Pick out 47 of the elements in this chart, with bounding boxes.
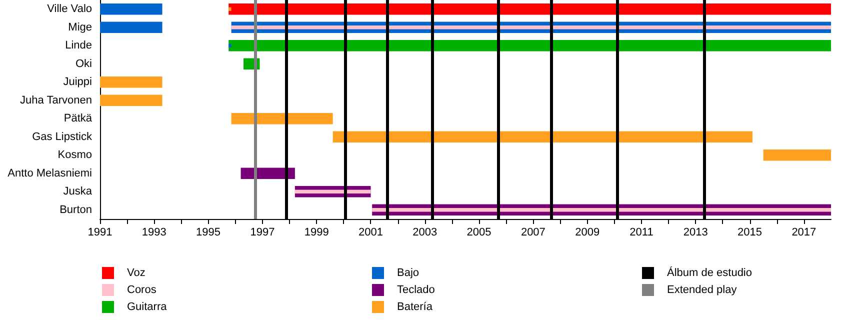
y-tick-label: Juha Tarvonen (20, 94, 92, 106)
bar (763, 149, 831, 161)
x-tick-label: 2001 (358, 226, 383, 238)
x-tick-label: 2009 (575, 226, 600, 238)
bar (100, 94, 162, 106)
x-tick-label: 2011 (630, 226, 654, 238)
y-tick-label: Kosmo (58, 149, 92, 162)
y-tick-label: Juippi (63, 76, 92, 88)
bar (228, 40, 831, 52)
legend-label: Bajo (397, 267, 420, 279)
bar (231, 112, 333, 124)
y-tick-label: Oki (76, 58, 92, 70)
legend-label: Batería (397, 301, 434, 313)
y-tick-label: Juska (63, 186, 93, 198)
legend-label: Extended play (667, 284, 738, 296)
bar (100, 22, 162, 34)
bar (100, 3, 162, 15)
legend-label: Voz (127, 267, 146, 279)
bar (228, 3, 831, 15)
y-tick-label: Antto Melasniemi (8, 167, 92, 180)
y-tick-label: Ville Valo (47, 3, 92, 16)
x-tick-label: 2015 (738, 226, 762, 238)
legend-label: Álbum de estudio (667, 266, 752, 279)
y-tick-label: Burton (60, 204, 92, 216)
bar (240, 168, 295, 180)
x-tick-label: 1999 (304, 226, 329, 238)
x-tick-label: 2007 (520, 226, 546, 238)
bar (100, 76, 162, 88)
x-tick-label: 1997 (250, 226, 275, 238)
x-tick-label: 1995 (196, 226, 221, 238)
x-tick-label: 2013 (683, 226, 708, 238)
bar (231, 26, 831, 30)
x-tick-label: 1991 (88, 226, 112, 238)
bar (294, 190, 371, 194)
x-tick-label: 1993 (142, 226, 166, 238)
bar (372, 208, 831, 212)
y-tick-label: Pätkä (64, 112, 93, 125)
x-tick-label: 2005 (466, 226, 492, 238)
legend-label: Guitarra (127, 301, 168, 313)
y-tick-label: Gas Lipstick (32, 130, 92, 143)
legend-label: Coros (127, 284, 157, 296)
x-tick-label: 2003 (412, 226, 438, 238)
x-tick-label: 2017 (792, 226, 816, 238)
y-tick-label: Mige (68, 21, 92, 34)
bar (332, 131, 752, 143)
y-tick-label: Linde (65, 40, 92, 52)
legend-label: Teclado (397, 284, 435, 296)
